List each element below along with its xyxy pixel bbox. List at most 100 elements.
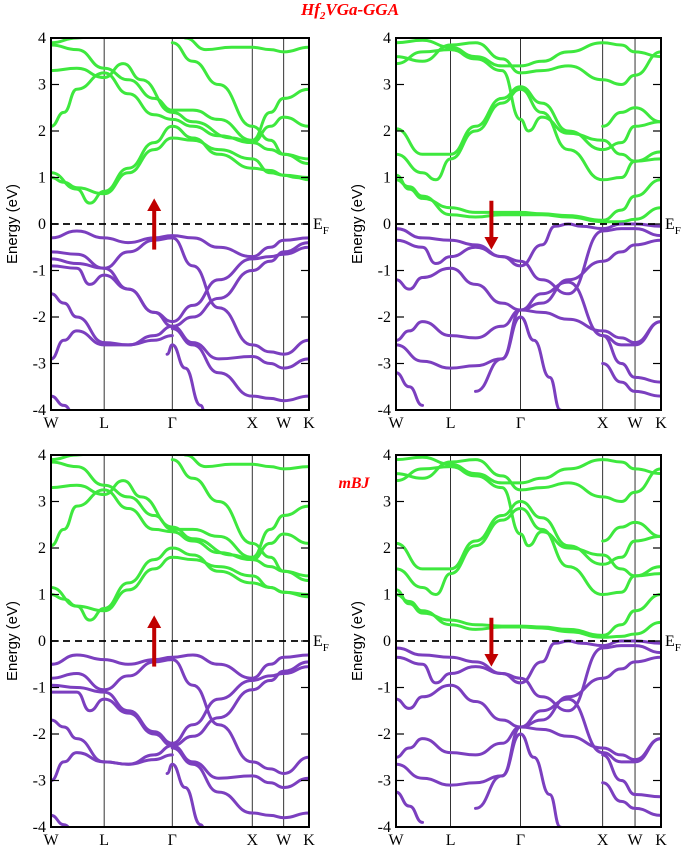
- bands: [51, 38, 309, 410]
- spin-up-arrow: [147, 615, 162, 667]
- y-tick-label: -3: [378, 356, 391, 373]
- x-tick-label: L: [99, 832, 109, 849]
- y-tick-label: 3: [38, 494, 46, 511]
- conduction-band: [183, 455, 309, 471]
- conduction-band: [170, 41, 309, 161]
- valence-band: [474, 732, 562, 827]
- conduction-band: [51, 479, 309, 562]
- mbj-label: mBJ: [338, 475, 370, 492]
- valence-band: [396, 725, 661, 762]
- y-tick-label: 4: [383, 30, 391, 47]
- y-axis-label: Energy (eV): [349, 184, 366, 264]
- spin-up-arrow: [147, 198, 162, 250]
- y-tick-label: -3: [378, 773, 391, 790]
- x-tick-label: Γ: [516, 832, 525, 849]
- spin-down-arrow: [484, 200, 499, 250]
- bands: [396, 38, 661, 410]
- x-tick-label: W: [43, 832, 59, 849]
- valence-band: [165, 762, 205, 827]
- valence-band: [51, 229, 309, 259]
- valence-band: [396, 308, 661, 345]
- conduction-band: [396, 38, 661, 68]
- conduction-band: [170, 458, 309, 578]
- y-tick-label: -2: [378, 309, 391, 326]
- y-tick-label: 1: [383, 170, 391, 187]
- valence-band: [170, 327, 309, 403]
- x-tick-label: L: [446, 832, 456, 849]
- x-tick-label: W: [43, 415, 59, 432]
- y-tick-label: 3: [383, 77, 391, 94]
- valence-band: [396, 655, 661, 729]
- y-tick-label: -4: [33, 819, 46, 836]
- y-tick-label: 2: [38, 123, 46, 140]
- y-tick-label: 0: [383, 216, 391, 233]
- valence-band: [396, 280, 661, 370]
- conduction-band: [396, 173, 661, 222]
- conduction-band: [396, 458, 661, 503]
- x-tick-label: W: [627, 415, 643, 432]
- valence-band: [51, 813, 70, 827]
- conduction-band: [396, 85, 661, 156]
- conduction-band: [51, 124, 309, 205]
- valence-band: [396, 238, 661, 312]
- y-tick-label: 1: [38, 587, 46, 604]
- fermi-label: EF: [665, 633, 681, 654]
- x-tick-label: K: [655, 415, 667, 432]
- y-tick-label: 4: [38, 30, 46, 47]
- fermi-label: EF: [313, 216, 329, 237]
- valence-band: [601, 334, 661, 384]
- conduction-band: [396, 588, 661, 637]
- conduction-band: [51, 455, 89, 462]
- conduction-band: [396, 178, 661, 224]
- valence-band: [51, 653, 309, 680]
- valence-band: [396, 371, 424, 407]
- arrow-head: [147, 198, 162, 211]
- conduction-band: [601, 520, 661, 543]
- x-tick-label: X: [597, 415, 609, 432]
- x-tick-label: Γ: [168, 832, 177, 849]
- x-tick-label: W: [627, 832, 643, 849]
- conduction-band: [51, 43, 309, 142]
- valence-band: [396, 697, 661, 787]
- conduction-band: [51, 38, 89, 45]
- valence-band: [601, 781, 661, 817]
- conduction-band: [51, 62, 309, 145]
- x-tick-label: K: [303, 415, 315, 432]
- valence-band: [51, 665, 309, 745]
- valence-band: [51, 394, 71, 410]
- figure-title: Hf2VGa-GGA: [300, 0, 399, 22]
- valence-band: [396, 227, 661, 296]
- y-axis-label: Energy (eV): [349, 601, 366, 681]
- valence-band: [51, 292, 309, 370]
- y-tick-label: 3: [38, 77, 46, 94]
- fermi-label: EF: [313, 633, 329, 654]
- x-tick-label: W: [276, 832, 292, 849]
- y-tick-label: 1: [383, 587, 391, 604]
- x-tick-label: K: [303, 832, 315, 849]
- x-tick-label: X: [597, 832, 609, 849]
- valence-band: [396, 639, 661, 685]
- valence-band: [601, 753, 661, 799]
- bands: [396, 455, 661, 827]
- x-tick-label: K: [655, 832, 667, 849]
- y-tick-label: 4: [383, 447, 391, 464]
- y-tick-label: -1: [378, 263, 391, 280]
- conduction-band: [396, 48, 661, 163]
- y-tick-label: 1: [38, 170, 46, 187]
- conduction-band: [51, 136, 309, 196]
- y-tick-label: -1: [33, 263, 46, 280]
- x-tick-label: X: [246, 832, 258, 849]
- x-tick-label: W: [276, 415, 292, 432]
- valence-band: [51, 245, 309, 324]
- arrow-head: [484, 237, 499, 250]
- spin-down-arrow: [484, 617, 499, 667]
- y-axis-label: Energy (eV): [4, 184, 21, 264]
- y-tick-label: -3: [33, 773, 46, 790]
- y-axis-label: Energy (eV): [4, 601, 21, 681]
- y-tick-label: 2: [38, 540, 46, 557]
- valence-band: [396, 790, 424, 824]
- y-tick-label: 3: [383, 494, 391, 511]
- conduction-band: [396, 465, 661, 578]
